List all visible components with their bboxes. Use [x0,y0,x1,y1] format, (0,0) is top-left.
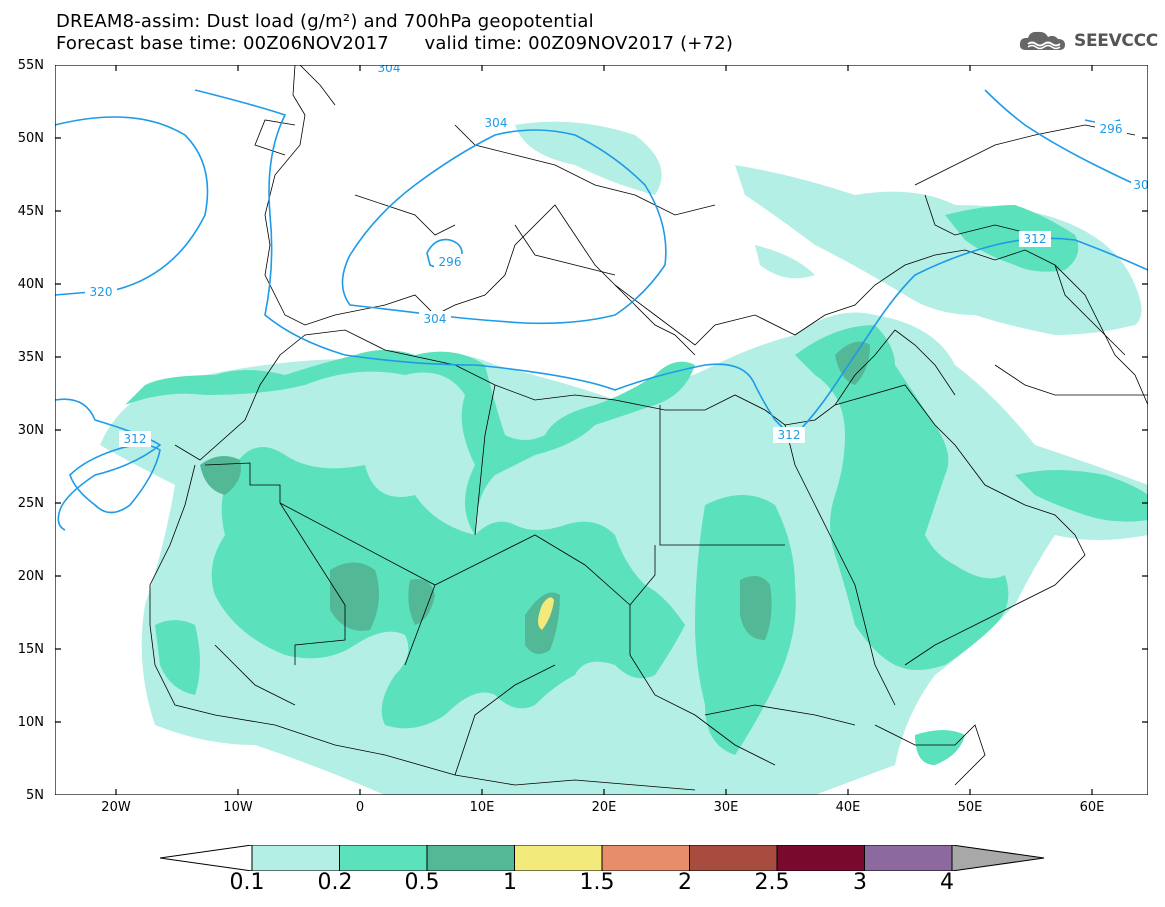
contour-label: 312 [1024,232,1047,246]
contour-label: 304 [424,312,447,326]
dust-layer-high [200,341,870,654]
colorbar-segment [251,845,340,871]
lon-label: 20W [101,800,131,815]
lat-label: 25N [17,496,44,511]
lon-label: 0 [355,800,365,815]
dust-map: 304 304 296 304 320 312 312 312 296 30 [55,65,1148,795]
colorbar-label: 2 [678,870,692,895]
colorbar-segment [864,845,953,871]
lat-label: 55N [17,58,44,73]
lat-label: 5N [26,788,44,803]
lat-label: 35N [17,350,44,365]
colorbar-label: 0.2 [317,870,353,895]
forecast-times: Forecast base time: 00Z06NOV2017 valid t… [56,33,734,54]
colorbar-label: 0.1 [229,870,265,895]
contour-label: 296 [1100,122,1123,136]
lon-label: 10E [469,800,495,815]
geopotential-contours [55,89,1148,531]
contour-label: 320 [90,285,113,299]
colorbar-label: 1.5 [579,870,615,895]
brand-logo: SEEVCCC [1018,28,1158,54]
contour-labels: 304 304 296 304 320 312 312 312 296 30 [85,65,1148,447]
colorbar-segment [601,845,690,871]
contour-label: 312 [778,428,801,442]
lon-label: 40E [835,800,861,815]
colorbar-segment [776,845,865,871]
colorbar-label: 1 [503,870,517,895]
lon-label: 50E [957,800,983,815]
cloud-icon [1019,31,1065,50]
lat-label: 10N [17,715,44,730]
lon-label: 30E [713,800,739,815]
contour-label: 304 [485,116,508,130]
contour-label: 304 [378,65,401,75]
contour-label: 30 [1133,178,1148,192]
colorbar [160,845,1045,871]
chart-title: DREAM8-assim: Dust load (g/m²) and 700hP… [56,11,594,32]
lat-label: 20N [17,569,44,584]
contour-label: 296 [439,255,462,269]
colorbar-label: 4 [940,870,954,895]
colorbar-label: 0.5 [404,870,440,895]
colorbar-segment [339,845,428,871]
brand-name: SEEVCCC [1074,31,1158,51]
lat-label: 50N [17,131,44,146]
colorbar-segment [689,845,778,871]
colorbar-segment [514,845,603,871]
colorbar-label: 2.5 [754,870,790,895]
colorbar-label: 3 [853,870,867,895]
dust-layer-mid [125,205,1148,765]
lat-label: 30N [17,423,44,438]
dust-layer-peak [538,597,554,630]
lat-label: 15N [17,642,44,657]
lon-label: 20E [591,800,617,815]
lat-label: 45N [17,204,44,219]
contour-label: 312 [124,432,147,446]
country-borders [149,65,1148,791]
lon-label: 10W [223,800,253,815]
lon-label: 60E [1079,800,1105,815]
lat-label: 40N [17,277,44,292]
colorbar-low-arrow [160,845,253,871]
colorbar-segment [426,845,515,871]
colorbar-high-arrow [951,845,1045,871]
map-frame-border [55,65,1148,795]
